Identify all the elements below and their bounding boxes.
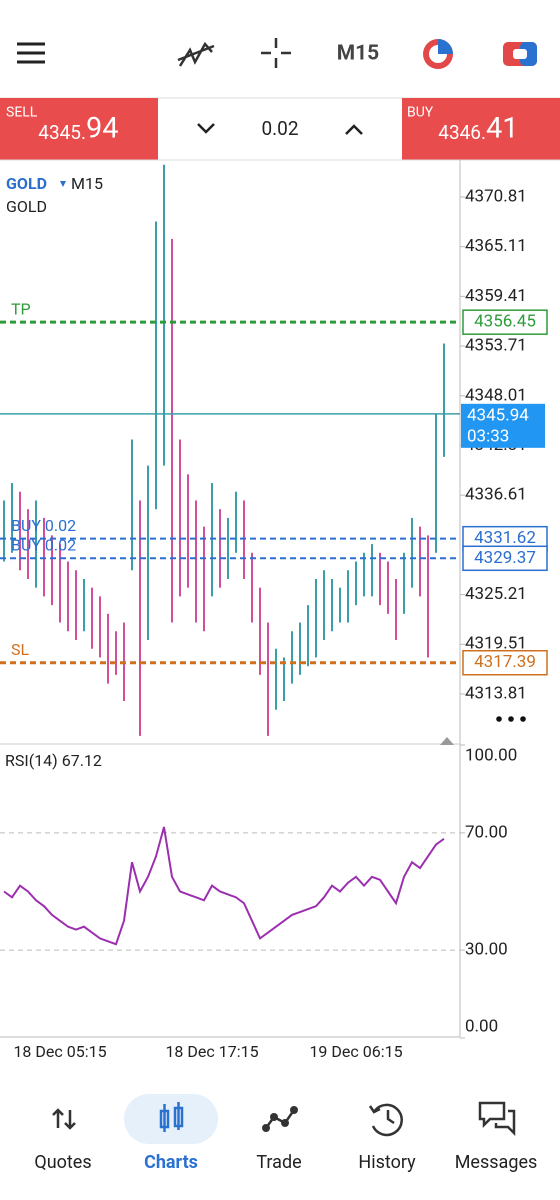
- buy-button[interactable]: [402, 98, 560, 160]
- symbol[interactable]: GOLD: [6, 174, 47, 193]
- nav-tab[interactable]: Trade: [256, 1152, 301, 1173]
- messages-icon: [478, 1101, 516, 1137]
- trade-panel: SELL 4345. 94 0.02 BUY 4346. 41: [0, 98, 560, 160]
- y-tick-label: 4365.11: [465, 236, 527, 256]
- level-price-box: [462, 649, 548, 676]
- x-tick-label: 19 Dec 06:15: [309, 1042, 402, 1061]
- current-price: 4345.94: [467, 405, 529, 425]
- history-icon: [368, 1103, 403, 1137]
- active-tab-highlight: [124, 1094, 218, 1144]
- clock-button[interactable]: [423, 39, 453, 69]
- buy-price-dec: 41: [486, 112, 519, 146]
- y-tick-label: 4336.61: [465, 485, 527, 505]
- buy-label: BUY: [407, 105, 434, 121]
- rsi-tick-label: 30.00: [465, 940, 508, 960]
- current-price-box: [461, 403, 545, 448]
- trade-icon: [262, 1106, 298, 1132]
- more-button[interactable]: [496, 716, 526, 722]
- volume-up[interactable]: [345, 124, 363, 135]
- nav-tab[interactable]: Charts: [144, 1152, 198, 1173]
- level-price-box: [462, 309, 548, 335]
- symbol-description: GOLD: [6, 197, 47, 216]
- countdown: 03:33: [467, 426, 509, 446]
- level-name: SL: [11, 640, 30, 659]
- nav-bar: Quotes Charts Trade History Messages: [34, 1094, 537, 1173]
- crosshair-button[interactable]: [261, 38, 291, 68]
- price-chart: 4370.814365.114359.414353.714348.014342.…: [0, 164, 548, 1061]
- chart-timeframe: M15: [71, 174, 103, 193]
- level-price: 4356.45: [474, 312, 536, 332]
- level-price: 4331.62: [474, 528, 536, 548]
- sell-price-int: 4345.: [38, 121, 86, 144]
- one-click-button[interactable]: [503, 42, 537, 66]
- buy-price-int: 4346.: [438, 121, 486, 144]
- rsi-tick-label: 70.00: [465, 822, 508, 842]
- menu-button[interactable]: [17, 42, 45, 64]
- level-name: BUY 0.02: [11, 516, 76, 535]
- level-name: TP: [11, 299, 31, 318]
- toolbar: M15: [17, 38, 537, 69]
- level-price: 4317.39: [474, 652, 536, 672]
- y-tick-label: 4348.01: [465, 385, 527, 405]
- level-price: 4329.37: [474, 548, 536, 568]
- symbol-dropdown[interactable]: [60, 181, 66, 187]
- indicators-button[interactable]: [177, 41, 215, 67]
- sell-button[interactable]: [0, 98, 158, 160]
- y-tick-label: 4370.81: [465, 186, 527, 206]
- y-tick-label: 4313.81: [465, 683, 527, 703]
- rsi-tick-label: 100.00: [465, 745, 517, 765]
- rsi-line: [3, 826, 445, 946]
- y-tick-label: 4319.51: [465, 634, 527, 654]
- rsi-title: RSI(14) 67.12: [5, 751, 102, 770]
- nav-tab[interactable]: History: [358, 1152, 416, 1173]
- sell-label: SELL: [6, 105, 38, 121]
- level-price-box: [462, 545, 548, 572]
- sell-price-dec: 94: [86, 112, 119, 146]
- y-tick-label: 4325.21: [465, 584, 527, 604]
- level-name: BUY 0.02: [11, 536, 76, 555]
- x-tick-label: 18 Dec 17:15: [165, 1042, 258, 1061]
- timeframe-button[interactable]: M15: [337, 42, 379, 66]
- charts-icon: [159, 1102, 184, 1132]
- nav-tab[interactable]: Quotes: [34, 1152, 91, 1173]
- y-tick-label: 4359.41: [465, 286, 527, 306]
- rsi-tick-label: 0.00: [465, 1016, 498, 1036]
- quotes-icon: [52, 1108, 76, 1130]
- y-tick-label: 4353.71: [465, 336, 527, 356]
- volume[interactable]: 0.02: [261, 117, 298, 140]
- nav-tab[interactable]: Messages: [455, 1152, 538, 1173]
- panel-resize[interactable]: [440, 737, 454, 745]
- volume-down[interactable]: [197, 123, 215, 134]
- x-tick-label: 18 Dec 05:15: [13, 1042, 106, 1061]
